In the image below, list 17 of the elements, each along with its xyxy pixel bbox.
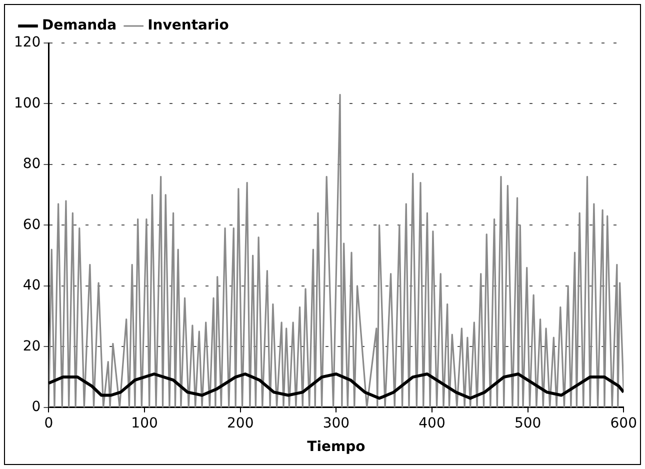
x-tick-label: 400 <box>418 415 446 432</box>
x-axis-title: Tiempo <box>307 439 366 456</box>
y-tick-label: 0 <box>32 399 41 416</box>
y-tick-label: 60 <box>22 216 41 233</box>
legend-label: Demanda <box>42 18 117 34</box>
y-tick-label: 120 <box>14 34 41 51</box>
x-tick-label: 0 <box>44 415 54 432</box>
x-tick-label: 500 <box>514 415 542 432</box>
x-tick-label: 600 <box>610 415 638 432</box>
x-tick-label: 100 <box>131 415 158 432</box>
y-tick-label: 80 <box>22 156 41 172</box>
legend-label: Inventario <box>148 18 230 34</box>
x-tick-label: 200 <box>226 415 254 432</box>
x-tick-label: 300 <box>322 415 350 432</box>
y-tick-label: 40 <box>22 278 41 294</box>
y-tick-label: 100 <box>14 95 41 112</box>
y-tick-label: 20 <box>22 338 41 354</box>
